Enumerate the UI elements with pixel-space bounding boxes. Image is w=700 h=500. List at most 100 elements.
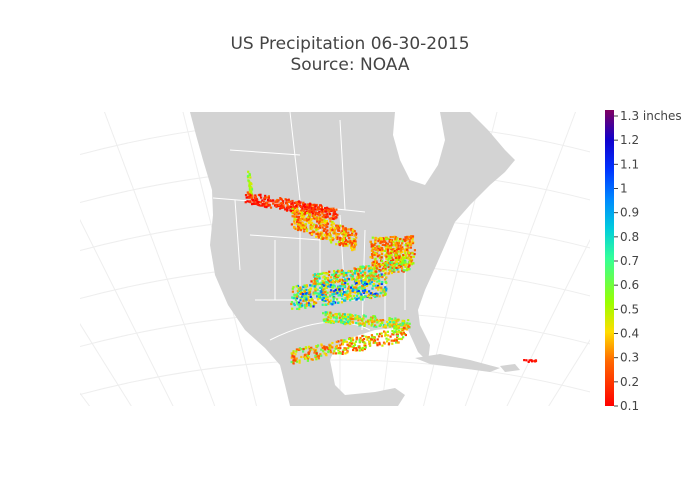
precip-point[interactable] [384, 286, 387, 289]
precip-point[interactable] [326, 311, 329, 314]
precip-point[interactable] [381, 248, 384, 251]
precip-point[interactable] [392, 240, 395, 244]
precip-point[interactable] [407, 235, 411, 238]
precip-point[interactable] [340, 285, 343, 288]
precip-point[interactable] [385, 255, 388, 258]
precip-point[interactable] [323, 278, 327, 281]
precip-point[interactable] [326, 277, 330, 280]
precip-point[interactable] [296, 209, 299, 212]
precip-point[interactable] [357, 289, 360, 293]
precip-point[interactable] [389, 261, 392, 264]
precip-point[interactable] [325, 283, 328, 286]
precip-point[interactable] [321, 298, 324, 301]
precip-point[interactable] [396, 326, 399, 329]
precip-point[interactable] [323, 291, 327, 294]
precip-point[interactable] [297, 303, 300, 306]
precip-point[interactable] [364, 315, 367, 318]
precip-point[interactable] [311, 232, 314, 236]
precip-point[interactable] [344, 318, 347, 321]
precip-point[interactable] [401, 240, 404, 243]
precip-point[interactable] [303, 290, 307, 293]
precip-point[interactable] [413, 249, 416, 252]
precip-point[interactable] [328, 320, 331, 323]
precip-point[interactable] [251, 194, 254, 197]
precip-point[interactable] [375, 270, 378, 273]
precip-point[interactable] [332, 207, 335, 210]
precip-point[interactable] [378, 248, 381, 252]
precip-point[interactable] [387, 343, 390, 346]
precip-point[interactable] [293, 222, 296, 225]
precip-point[interactable] [354, 240, 357, 243]
precip-point[interactable] [295, 350, 298, 353]
precip-point[interactable] [315, 301, 318, 304]
precip-point[interactable] [321, 224, 324, 227]
precip-point[interactable] [364, 271, 367, 274]
precip-point[interactable] [343, 348, 346, 351]
precip-point[interactable] [308, 349, 311, 352]
precip-point[interactable] [358, 286, 362, 289]
precip-point[interactable] [293, 220, 296, 223]
precip-point[interactable] [355, 294, 359, 297]
precip-point[interactable] [368, 290, 371, 293]
precip-point[interactable] [325, 233, 328, 236]
precip-point[interactable] [379, 238, 382, 241]
precip-point[interactable] [301, 225, 304, 228]
precip-point[interactable] [357, 267, 360, 270]
precip-point[interactable] [337, 280, 340, 283]
precip-point[interactable] [313, 275, 316, 278]
precip-point[interactable] [324, 214, 327, 217]
precip-point[interactable] [373, 315, 376, 318]
precip-point[interactable] [402, 254, 405, 257]
precip-point[interactable] [381, 344, 384, 347]
precip-point[interactable] [337, 301, 340, 304]
precip-point[interactable] [374, 324, 377, 327]
precip-point[interactable] [336, 237, 339, 240]
precip-point[interactable] [356, 269, 359, 272]
precip-point[interactable] [374, 257, 377, 260]
precip-point[interactable] [287, 200, 290, 203]
precip-point[interactable] [351, 240, 354, 243]
precip-point[interactable] [331, 220, 334, 224]
precip-point[interactable] [327, 349, 330, 352]
precip-point[interactable] [531, 360, 534, 363]
precip-point[interactable] [320, 224, 323, 227]
precip-point[interactable] [337, 349, 340, 352]
precip-point[interactable] [345, 292, 348, 295]
precip-point[interactable] [320, 354, 323, 357]
precip-point[interactable] [349, 322, 352, 325]
precip-point[interactable] [390, 253, 393, 257]
precip-point[interactable] [293, 213, 297, 216]
precip-point[interactable] [344, 352, 347, 355]
precip-point[interactable] [350, 246, 353, 249]
precip-point[interactable] [340, 315, 344, 318]
precip-point[interactable] [289, 200, 292, 203]
precip-point[interactable] [350, 233, 354, 236]
precip-point[interactable] [373, 319, 376, 322]
precip-point[interactable] [298, 305, 301, 308]
precip-point[interactable] [294, 298, 297, 301]
precip-point[interactable] [401, 260, 405, 263]
precip-point[interactable] [351, 275, 354, 278]
precip-point[interactable] [378, 238, 381, 241]
precip-point[interactable] [345, 273, 348, 276]
precip-point[interactable] [326, 296, 329, 299]
precip-point[interactable] [318, 204, 322, 207]
precip-point[interactable] [329, 295, 332, 298]
precip-point[interactable] [333, 290, 336, 293]
precip-point[interactable] [247, 170, 250, 173]
precip-point[interactable] [298, 288, 301, 291]
precip-point[interactable] [406, 235, 409, 238]
precip-point[interactable] [311, 221, 314, 224]
precip-point[interactable] [342, 293, 345, 296]
precip-point[interactable] [400, 246, 403, 249]
precip-point[interactable] [322, 350, 325, 353]
precip-point[interactable] [306, 203, 309, 206]
precip-point[interactable] [389, 239, 392, 243]
precip-point[interactable] [342, 341, 345, 344]
precip-point[interactable] [377, 320, 380, 323]
precip-point[interactable] [376, 280, 379, 283]
precip-point[interactable] [322, 271, 325, 275]
precip-point[interactable] [340, 292, 343, 295]
precip-point[interactable] [344, 239, 347, 242]
precip-point[interactable] [322, 312, 325, 315]
